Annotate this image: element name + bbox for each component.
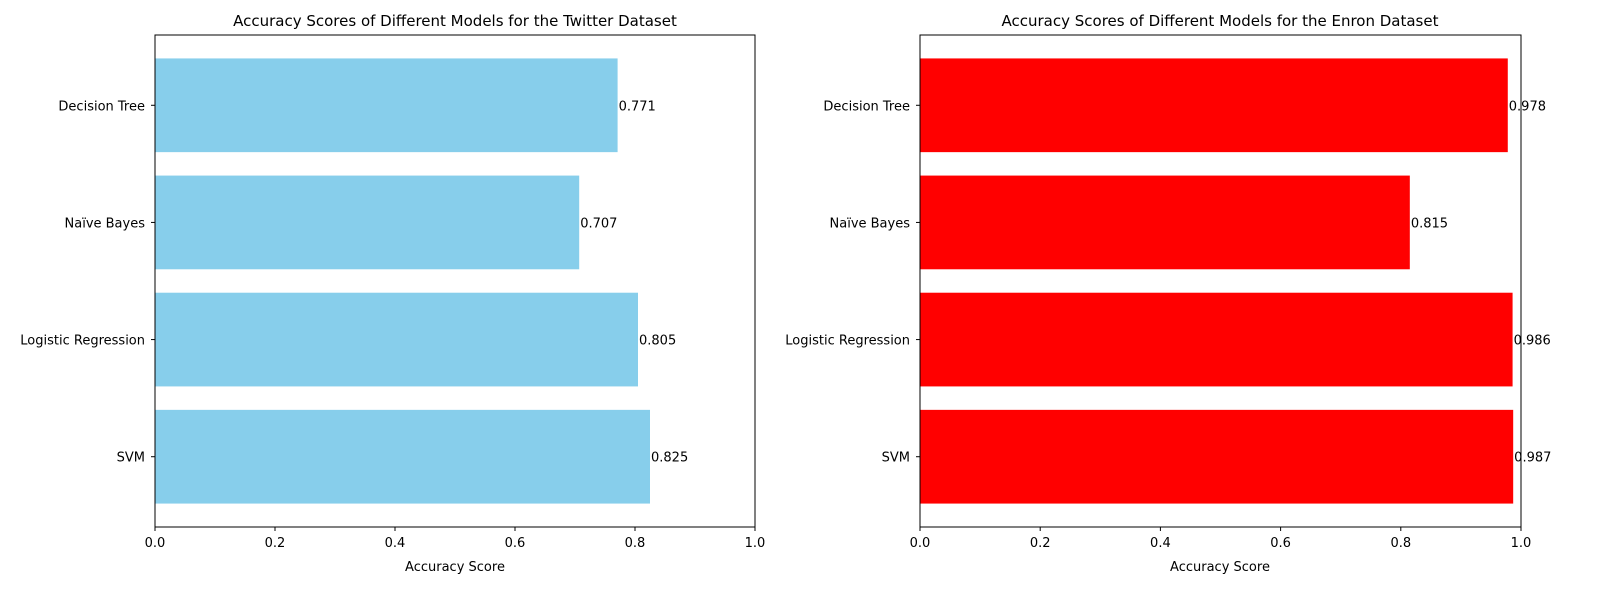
- enron-bar-logistic-regression: [920, 292, 1513, 387]
- twitter-x-tick-label: 0.8: [625, 536, 646, 551]
- twitter-x-tick-label: 0.6: [505, 536, 526, 551]
- twitter-x-tick-label: 0.2: [265, 536, 286, 551]
- twitter-bar-logistic-regression: [155, 292, 638, 387]
- twitter-y-tick-label-decision-tree: Decision Tree: [58, 99, 145, 114]
- enron-y-tick-label-svm: SVM: [882, 451, 910, 466]
- enron-chart-title: Accuracy Scores of Different Models for …: [1002, 12, 1439, 30]
- enron-x-tick-label: 0.2: [1030, 536, 1051, 551]
- twitter-x-tick-label: 1.0: [745, 536, 766, 551]
- enron-bar-svm: [920, 409, 1514, 504]
- twitter-x-axis-label: Accuracy Score: [405, 560, 505, 575]
- twitter-value-label-decision-tree: 0.771: [619, 99, 656, 114]
- enron-x-tick-label: 0.0: [910, 536, 931, 551]
- enron-x-tick-label: 0.6: [1270, 536, 1291, 551]
- twitter-value-label-svm: 0.825: [651, 451, 688, 466]
- twitter-chart-title: Accuracy Scores of Different Models for …: [233, 12, 677, 30]
- enron-x-tick-label: 0.4: [1150, 536, 1171, 551]
- enron-bar-naive-bayes: [920, 175, 1410, 270]
- twitter-y-tick-label-logistic-regression: Logistic Regression: [20, 334, 145, 349]
- enron-value-label-naive-bayes: 0.815: [1411, 216, 1448, 231]
- enron-x-axis-label: Accuracy Score: [1170, 560, 1270, 575]
- enron-y-tick-label-logistic-regression: Logistic Regression: [785, 334, 910, 349]
- enron-x-tick-label: 0.8: [1390, 536, 1411, 551]
- twitter-plot-frame: [154, 34, 756, 528]
- enron-y-tick-label-naive-bayes: Naïve Bayes: [830, 216, 911, 231]
- enron-value-label-svm: 0.987: [1514, 451, 1551, 466]
- twitter-panel: Accuracy Scores of Different Models for …: [20, 12, 765, 575]
- enron-value-label-decision-tree: 0.978: [1509, 99, 1546, 114]
- twitter-bar-naive-bayes: [155, 175, 580, 270]
- enron-x-tick-label: 1.0: [1511, 536, 1532, 551]
- twitter-bar-svm: [155, 409, 650, 504]
- twitter-y-tick-label-naive-bayes: Naïve Bayes: [65, 216, 146, 231]
- twitter-bar-decision-tree: [155, 58, 618, 153]
- enron-panel: Accuracy Scores of Different Models for …: [785, 12, 1551, 575]
- enron-bar-decision-tree: [920, 58, 1508, 153]
- twitter-x-tick-label: 0.0: [145, 536, 166, 551]
- twitter-x-tick-label: 0.4: [385, 536, 406, 551]
- enron-plot-frame: [919, 34, 1522, 528]
- twitter-value-label-logistic-regression: 0.805: [639, 334, 676, 349]
- enron-value-label-logistic-regression: 0.986: [1514, 334, 1551, 349]
- twitter-y-tick-label-svm: SVM: [117, 451, 145, 466]
- twitter-value-label-naive-bayes: 0.707: [580, 216, 617, 231]
- enron-y-tick-label-decision-tree: Decision Tree: [823, 99, 910, 114]
